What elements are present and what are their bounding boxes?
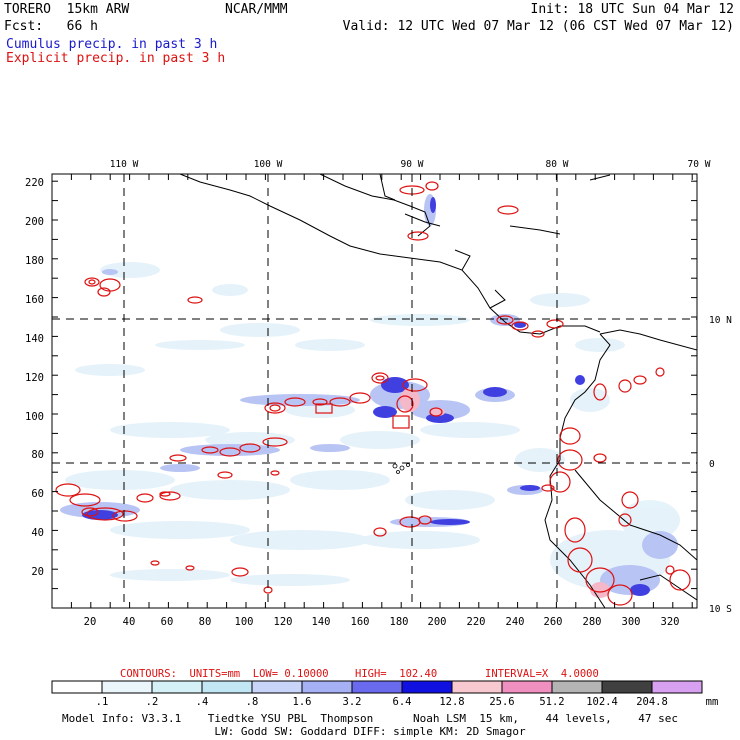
x-tick-label: 100 — [235, 616, 254, 628]
model-physics: LW: Godd SW: Goddard DIFF: simple KM: 2D… — [214, 725, 526, 738]
y-tick-label: 60 — [31, 488, 44, 500]
colorbar-swatch — [101, 680, 153, 694]
colorbar-swatch — [651, 680, 703, 694]
coastlines — [179, 174, 697, 608]
colorbar-label: 204.8 — [636, 696, 668, 708]
colorbar-swatch — [551, 680, 603, 694]
y-tick-label: 180 — [25, 255, 44, 267]
cumulus-precip-light — [65, 262, 680, 590]
y-tick-label: 40 — [31, 527, 44, 539]
y-tick-label: 140 — [25, 333, 44, 345]
x-tick-label: 180 — [390, 616, 409, 628]
contour-interval: INTERVAL=X 4.0000 — [485, 668, 599, 680]
x-tick-label: 120 — [274, 616, 293, 628]
x-tick-label: 260 — [544, 616, 563, 628]
contour-units: CONTOURS: UNITS=mm LOW= 0.10000 — [120, 668, 329, 680]
colorbar-swatch — [201, 680, 253, 694]
init-time: Init: 18 UTC Sun 04 Mar 12 — [530, 2, 735, 17]
x-tick-label: 300 — [622, 616, 641, 628]
colorbar-label: .2 — [146, 696, 159, 708]
x-tick-label: 80 — [199, 616, 212, 628]
colorbar-label: .8 — [246, 696, 259, 708]
y-tick-label: 160 — [25, 294, 44, 306]
x-tick-label: 220 — [467, 616, 486, 628]
lon-label: 100 W — [254, 159, 283, 170]
y-axis-ticks — [52, 180, 697, 609]
colorbar-label: 102.4 — [586, 696, 618, 708]
model-info: Model Info: V3.3.1 Tiedtke YSU PBL Thomp… — [62, 712, 678, 725]
colorbar-label: 1.6 — [293, 696, 312, 708]
colorbar-label: 12.8 — [439, 696, 464, 708]
y-tick-label: 120 — [25, 372, 44, 384]
colorbar-swatch — [351, 680, 403, 694]
latlon-grid — [52, 174, 697, 608]
x-tick-label: 280 — [583, 616, 602, 628]
lat-label: 0 — [709, 459, 715, 470]
colorbar-unit: mm — [706, 696, 719, 708]
colorbar-swatch — [401, 680, 453, 694]
colorbar-label: 25.6 — [489, 696, 514, 708]
lat-label: 10 S — [709, 604, 732, 615]
y-tick-label: 80 — [31, 449, 44, 461]
x-tick-label: 140 — [312, 616, 331, 628]
colorbar-label: 6.4 — [393, 696, 412, 708]
x-tick-label: 200 — [428, 616, 447, 628]
colorbar-swatch — [301, 680, 353, 694]
lon-label: 70 W — [688, 159, 711, 170]
x-tick-label: 40 — [123, 616, 136, 628]
x-tick-label: 60 — [161, 616, 174, 628]
x-tick-label: 240 — [506, 616, 525, 628]
colorbar-label: 51.2 — [539, 696, 564, 708]
y-tick-label: 100 — [25, 411, 44, 423]
colorbar-swatch — [501, 680, 553, 694]
colorbar-swatch — [251, 680, 303, 694]
model-title: TORERO 15km ARW — [4, 2, 130, 17]
explicit-precip-contours — [55, 181, 691, 606]
center-name: NCAR/MMM — [225, 2, 288, 17]
y-tick-label: 200 — [25, 216, 44, 228]
explicit-legend: Explicit precip. in past 3 h — [6, 51, 226, 66]
colorbar-swatch — [601, 680, 653, 694]
valid-time: Valid: 12 UTC Wed 07 Mar 12 (06 CST Wed … — [342, 19, 734, 34]
forecast-hour: Fcst: 66 h — [4, 19, 98, 34]
contour-high: HIGH= 102.40 — [355, 668, 438, 680]
colorbar-label: .4 — [196, 696, 209, 708]
lon-label: 110 W — [110, 159, 139, 170]
colorbar-label: .1 — [96, 696, 109, 708]
y-tick-label: 20 — [31, 566, 44, 578]
colorbar-label: 3.2 — [343, 696, 362, 708]
x-tick-label: 160 — [351, 616, 370, 628]
heavy-precip-pink — [400, 388, 610, 598]
x-axis-ticks — [51, 174, 693, 608]
lat-label: 10 N — [709, 315, 732, 326]
cumulus-legend: Cumulus precip. in past 3 h — [6, 37, 218, 52]
precip-colorbar — [51, 680, 703, 694]
y-tick-label: 220 — [25, 177, 44, 189]
colorbar-swatch — [151, 680, 203, 694]
x-tick-label: 20 — [84, 616, 97, 628]
lon-label: 80 W — [546, 159, 569, 170]
lon-label: 90 W — [401, 159, 424, 170]
colorbar-swatch — [451, 680, 503, 694]
x-tick-label: 320 — [661, 616, 680, 628]
colorbar-swatch — [51, 680, 103, 694]
